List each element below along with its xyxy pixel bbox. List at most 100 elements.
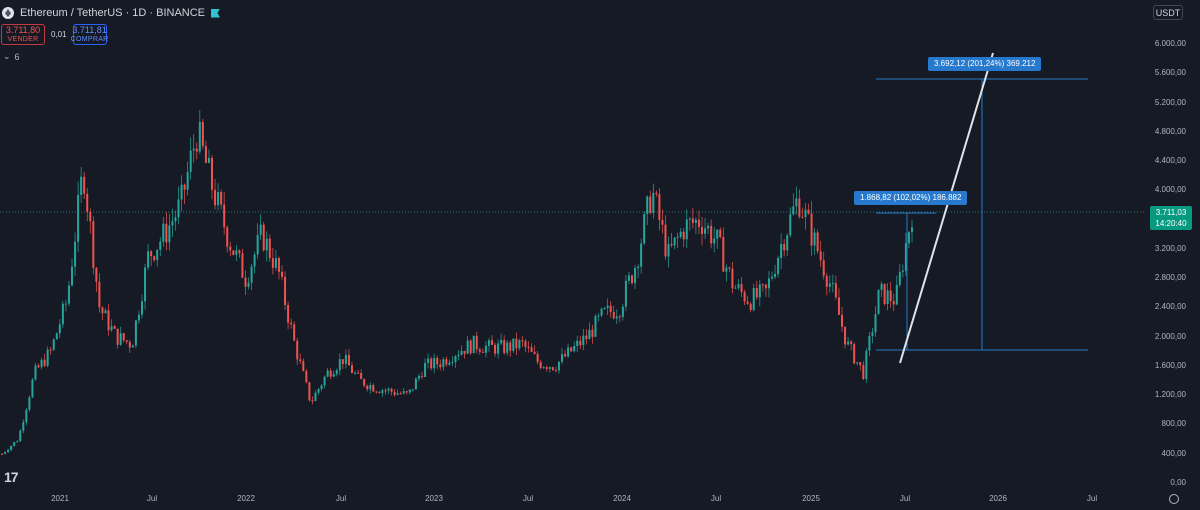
- candle-body: [573, 346, 576, 352]
- candle-body: [469, 340, 472, 354]
- candle-body: [16, 441, 19, 443]
- candle-body: [907, 232, 910, 244]
- candle-body: [262, 224, 265, 251]
- measure-small-label[interactable]: 1.868,82 (102,02%) 186.882: [854, 191, 968, 205]
- candle-body: [265, 238, 268, 251]
- price-axis-label: 0,00: [1170, 478, 1186, 487]
- candle-body: [643, 214, 646, 244]
- candle-body: [548, 367, 551, 369]
- candle-body: [777, 258, 780, 274]
- candle-body: [570, 347, 573, 352]
- candle-body: [816, 232, 819, 252]
- currency-select[interactable]: USDT: [1153, 5, 1183, 20]
- tradingview-logo[interactable]: 17: [4, 469, 19, 485]
- indicators-count: 6: [14, 51, 20, 62]
- candle-body: [98, 281, 101, 308]
- candle-body: [466, 340, 469, 354]
- candle-body: [892, 301, 895, 305]
- measure-tools[interactable]: [876, 52, 1088, 364]
- trade-panel: 3.711,80 VENDER 0,01 3.711,81 COMPRAR: [1, 24, 108, 45]
- candle-body: [701, 226, 703, 234]
- candle-body: [247, 282, 250, 287]
- candle-body: [77, 194, 80, 242]
- candle-body: [457, 354, 460, 357]
- candle-body: [844, 326, 847, 345]
- indicators-toggle[interactable]: ⌄ 6: [3, 51, 20, 62]
- candle-body: [682, 231, 685, 240]
- candle-body: [737, 284, 740, 288]
- symbol-title[interactable]: Ethereum / TetherUS · 1D · BINANCE: [20, 7, 206, 19]
- price-axis-label: 6.000,00: [1154, 39, 1186, 48]
- candle-body: [609, 305, 612, 312]
- candle-body: [874, 314, 877, 333]
- candle-body: [402, 391, 405, 394]
- candle-body: [697, 219, 700, 227]
- candle-body: [25, 409, 28, 423]
- measure-large-label[interactable]: 3.692,12 (201,24%) 369.212: [928, 57, 1042, 71]
- candle-body: [204, 145, 207, 163]
- buy-button[interactable]: 3.711,81 COMPRAR: [71, 24, 108, 45]
- candle-body: [521, 340, 524, 342]
- candle-body: [491, 340, 493, 345]
- candle-body: [576, 340, 579, 347]
- candle-body: [128, 341, 131, 348]
- last-price-badge: 3.711,03 14:20:40: [1150, 206, 1192, 230]
- candle-body: [46, 349, 49, 366]
- candle-body: [746, 301, 749, 304]
- candle-body: [771, 276, 773, 279]
- candle-body: [728, 267, 731, 269]
- candle-body: [594, 316, 597, 337]
- time-axis-label: 2024: [613, 494, 631, 503]
- price-axis-label: 4.400,00: [1154, 156, 1186, 166]
- candle-body: [4, 451, 7, 454]
- candle-body: [758, 284, 761, 298]
- candle-body: [293, 324, 296, 341]
- candle-body: [448, 362, 451, 365]
- candle-body: [856, 362, 859, 364]
- candle-body: [277, 257, 280, 272]
- candle-body: [214, 189, 217, 206]
- trend-line[interactable]: [899, 52, 994, 364]
- candle-body: [338, 359, 341, 371]
- buy-price: 3.711,81: [72, 24, 107, 35]
- candle-body: [305, 371, 308, 383]
- price-axis-label: 2.800,00: [1154, 273, 1186, 283]
- candle-body: [853, 344, 856, 364]
- candle-body: [421, 375, 423, 377]
- candle-body: [387, 388, 390, 391]
- gear-icon[interactable]: [1169, 494, 1179, 504]
- time-axis-label: 2025: [802, 494, 820, 503]
- candle-body: [165, 223, 168, 243]
- candle-body: [113, 326, 116, 329]
- candle-body: [676, 236, 679, 238]
- candle-body: [357, 372, 360, 374]
- ethereum-logo-icon: [2, 7, 14, 19]
- candle-body: [378, 392, 381, 394]
- price-axis-label: 1.600,00: [1154, 360, 1186, 370]
- candle-body: [484, 345, 487, 353]
- price-axis-label: 800,00: [1161, 419, 1186, 429]
- candle-body: [329, 370, 332, 377]
- candle-body: [880, 283, 883, 290]
- candle-body: [162, 223, 165, 242]
- candle-body: [369, 385, 372, 390]
- candle-body: [862, 365, 865, 379]
- candle-body: [667, 243, 670, 257]
- candle-body: [141, 301, 143, 315]
- candle-body: [104, 310, 107, 314]
- candle-body: [597, 315, 600, 317]
- candle-body: [561, 354, 563, 362]
- sell-button[interactable]: 3.711,80 VENDER: [1, 24, 45, 45]
- candle-body: [719, 229, 722, 238]
- candle-body: [834, 283, 837, 298]
- candle-body: [588, 329, 591, 340]
- candle-body: [226, 227, 229, 247]
- candle-body: [116, 328, 119, 345]
- candle-body: [37, 365, 40, 368]
- candle-body: [795, 198, 798, 207]
- candle-body: [755, 287, 758, 298]
- flag-icon[interactable]: [211, 8, 221, 18]
- symbol-header[interactable]: Ethereum / TetherUS · 1D · BINANCE: [2, 5, 221, 21]
